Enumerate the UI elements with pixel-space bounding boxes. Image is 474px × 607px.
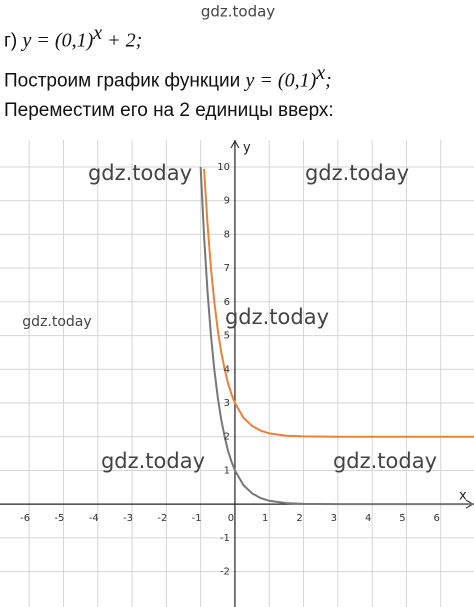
formula-rest: + 2; <box>102 29 143 52</box>
step-line: Построим график функции y = (0,1)x; <box>4 62 332 92</box>
y-tick-label: 10 <box>217 162 230 173</box>
y-tick-label: 5 <box>224 331 230 342</box>
y-tick-label: 4 <box>224 364 230 375</box>
formula: y = (0,1) <box>22 29 94 52</box>
task-line: г) y = (0,1)x + 2; <box>4 22 142 52</box>
watermark: gdz.today <box>101 449 205 473</box>
x-tick-label: -3 <box>123 513 133 524</box>
x-tick-label: -5 <box>54 513 64 524</box>
x-tick-label: 4 <box>365 513 371 524</box>
watermark: gdz.today <box>305 161 409 185</box>
text: Построим график функции <box>4 70 246 92</box>
watermark: gdz.today <box>333 449 437 473</box>
x-tick-label: 0 <box>228 513 234 524</box>
x-tick-label: 3 <box>331 513 337 524</box>
exponent: x <box>93 22 103 44</box>
x-tick-label: -2 <box>157 513 167 524</box>
y-tick-label: -1 <box>220 533 230 544</box>
y-tick-label: -2 <box>220 567 230 578</box>
y-axis-label: y <box>243 141 251 156</box>
text: г) <box>4 30 23 52</box>
x-tick-label: 1 <box>262 513 268 524</box>
y-tick-label: 2 <box>224 432 230 443</box>
step-line: Переместим его на 2 единицы вверх: <box>4 100 334 121</box>
y-tick-label: 8 <box>224 229 230 240</box>
curve <box>199 166 474 506</box>
y-tick-label: 7 <box>224 263 230 274</box>
x-tick-label: -6 <box>20 513 30 524</box>
formula: y = (0,1) <box>245 69 317 92</box>
formula-rest: ; <box>325 69 332 92</box>
y-tick-label: 3 <box>224 398 230 409</box>
watermark: gdz.today <box>88 161 192 185</box>
x-tick-label: 6 <box>434 513 440 524</box>
y-tick-label: 1 <box>224 465 230 476</box>
x-axis-label: x <box>459 489 467 504</box>
x-tick-label: -1 <box>192 513 202 524</box>
y-tick-label: 9 <box>224 196 230 207</box>
x-tick-label: 5 <box>399 513 405 524</box>
x-tick-label: 2 <box>296 513 302 524</box>
y-tick-label: 6 <box>224 297 230 308</box>
watermark: gdz.today <box>225 305 329 329</box>
exponent: x <box>316 62 326 84</box>
watermark: gdz.today <box>22 314 91 330</box>
watermark: gdz.today <box>201 3 275 21</box>
x-tick-label: -4 <box>89 513 99 524</box>
y-arrow <box>230 139 240 149</box>
curve <box>203 168 474 438</box>
